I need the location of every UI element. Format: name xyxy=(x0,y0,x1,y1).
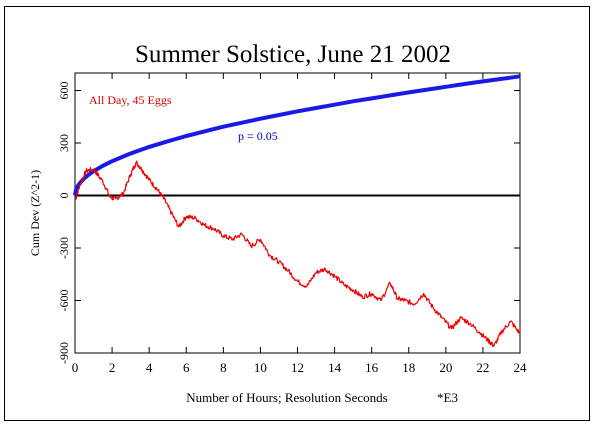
y-tick-label: 0 xyxy=(57,193,71,199)
y-tick-label: 300 xyxy=(57,134,71,152)
x-tick-label: 14 xyxy=(328,360,342,375)
annotation-all-day: All Day, 45 Eggs xyxy=(89,93,172,107)
cumulative-deviation-line xyxy=(75,161,520,346)
y-axis-ticks: -900 -600 -300 0 300 600 xyxy=(57,82,520,365)
y-tick-label: -300 xyxy=(57,237,71,259)
y-tick-label: -900 xyxy=(57,342,71,364)
x-tick-label: 20 xyxy=(439,360,452,375)
x-tick-label: 4 xyxy=(146,360,153,375)
y-tick-label: -600 xyxy=(57,290,71,312)
x-tick-label: 18 xyxy=(402,360,415,375)
x-tick-label: 12 xyxy=(291,360,304,375)
x-tick-label: 16 xyxy=(365,360,379,375)
x-tick-label: 24 xyxy=(514,360,528,375)
x-tick-label: 10 xyxy=(254,360,267,375)
chart-svg: Summer Solstice, June 21 2002 -900 -600 -3… xyxy=(5,7,591,422)
x-axis-ticks: 0 2 4 6 8 10 12 14 16 18 20 22 24 xyxy=(72,73,527,375)
chart-title: Summer Solstice, June 21 2002 xyxy=(135,41,451,68)
annotation-p-value: p = 0.05 xyxy=(238,129,278,143)
y-axis-label: Cum Dev (Z^2-1) xyxy=(28,170,42,256)
x-tick-label: 6 xyxy=(183,360,190,375)
x-tick-label: 8 xyxy=(220,360,227,375)
x-tick-label: 2 xyxy=(109,360,116,375)
x-axis-label-suffix: *E3 xyxy=(437,390,458,405)
x-tick-label: 0 xyxy=(72,360,79,375)
plot-area xyxy=(75,73,520,353)
x-axis-label: Number of Hours; Resolution Seconds xyxy=(186,390,387,405)
chart-frame: Summer Solstice, June 21 2002 -900 -600 -3… xyxy=(4,6,590,421)
y-tick-label: 600 xyxy=(57,82,71,100)
x-tick-label: 22 xyxy=(476,360,489,375)
